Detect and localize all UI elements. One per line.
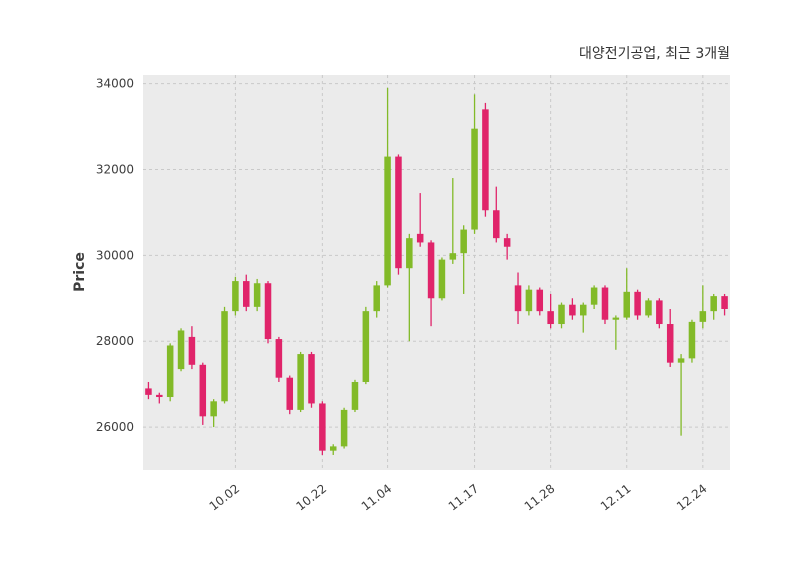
candle-down [634,291,641,316]
y-axis-label: Price [72,252,88,292]
candle-up [362,311,370,382]
candle-down [319,403,326,451]
candle-down [493,210,500,239]
candle-up [232,281,239,312]
candle-up [177,330,185,370]
y-tick-label: 30000 [96,248,134,262]
y-tick-label: 34000 [96,77,134,91]
candle-down [286,377,294,410]
candle-down [721,296,728,309]
candle-down [199,364,207,417]
candle-up [406,238,413,269]
candle-up [558,304,565,325]
candle-down [666,324,674,363]
candle-down [275,339,283,378]
candle-up [612,317,620,320]
plot-background [143,75,730,470]
x-tick-label: 10.22 [294,481,330,513]
candle-up [449,253,457,260]
y-tick-label: 26000 [96,420,134,434]
plot-area: 26000 28000 30000 32000 34000 10.02 10.22 11.04… [96,75,730,514]
candle-up [710,296,717,312]
candle-up [166,345,174,398]
candle-down [503,238,511,247]
candle-up [221,311,228,402]
candle-up [677,358,685,363]
y-tick-label: 32000 [96,162,134,176]
candle-up [438,259,446,299]
candle-down [514,285,522,312]
candle-up [384,156,391,286]
candle-down [482,109,489,211]
candle-up [351,381,359,410]
candle-down [156,394,163,398]
candle-up [699,311,707,322]
candle-down [243,281,250,307]
candle-up [623,291,630,318]
x-tick-label: 11.04 [359,481,395,513]
candle-up [460,229,467,254]
x-tick-label: 12.24 [674,481,710,513]
candle-down [547,311,554,325]
candle-up [329,446,337,451]
candle-up [590,287,598,305]
candle-down [601,287,609,320]
candle-down [145,388,152,395]
candle-down [427,242,435,299]
candle-up [688,321,696,359]
x-tick-label: 10.02 [207,481,243,513]
candle-up [210,401,217,417]
x-tick-label: 11.17 [446,481,482,513]
candle-down [569,304,576,316]
candle-up [340,409,348,447]
candle-up [645,300,652,316]
candle-up [373,285,380,312]
candle-up [297,354,304,410]
candle-down [656,300,663,325]
candle-down [264,283,272,340]
candle-up [525,289,533,312]
candle-up [471,128,478,230]
candle-down [536,289,544,312]
candle-down [395,156,402,269]
chart-title: 대양전기공업, 최근 3개월 [579,46,730,62]
x-tick-label: 12.11 [598,481,634,513]
candle-up [579,304,587,316]
candle-down [188,336,196,365]
candle-down [416,233,424,243]
candle-down [308,354,315,404]
y-tick-label: 28000 [96,334,134,348]
x-tick-label: 11.28 [522,481,558,513]
candle-up [253,283,261,307]
